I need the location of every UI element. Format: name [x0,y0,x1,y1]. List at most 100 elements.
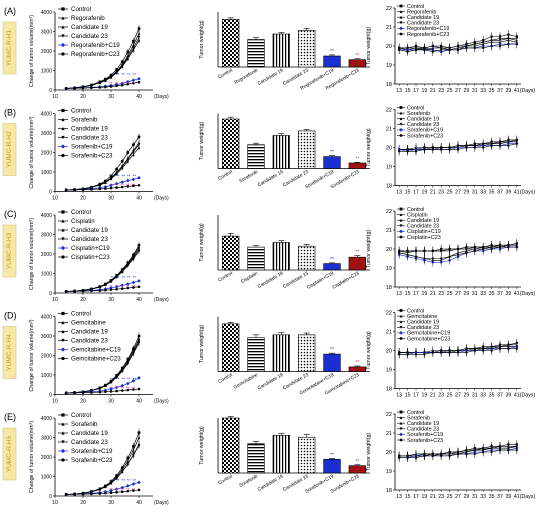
vol-y-tick-label: 3000 [41,131,52,137]
vol-point [115,389,118,393]
vol-sig-mark: ** [127,72,131,77]
vol-point [126,178,130,183]
weight-x-tick-label: 41 [514,88,520,94]
weight-point [507,246,510,249]
legend-marker [399,32,403,36]
vol-point [137,387,141,391]
weight-x-tick-label: 25 [447,190,453,196]
bar-sig-mark: ** [330,347,334,353]
vol-x-tick-label: 10 [52,94,58,100]
vol-y-tick-label: 3000 [41,436,52,442]
legend-entry: Candidate 19 [407,421,439,427]
weight-x-tick-label: 17 [413,494,419,500]
weight-x-tick-label: 35 [489,190,495,196]
vol-point [103,388,108,393]
vol-x-tick-label: 30 [108,94,114,100]
model-label-box [2,224,17,278]
bar-category-label: Control [217,169,233,182]
vol-sig-mark: ** [132,183,136,188]
weight-x-tick-label: 23 [438,291,444,297]
vol-sig-mark: ** [126,487,130,492]
weight-y-tick-label: 20 [386,247,392,253]
vol-point [109,286,113,290]
vol-sig-mark: ** [126,81,130,86]
bar [272,334,290,372]
vol-point [104,491,107,495]
weight-y-tick-label: 20 [386,146,392,152]
weight-point [448,48,451,51]
legend-marker [399,10,403,13]
weight-point [440,351,443,354]
vol-sig-mark: ** [133,275,137,280]
vol-point [126,362,130,365]
legend-marker [399,320,403,324]
legend-marker [61,413,65,417]
legend-entry: Gemcitabine+C23 [71,356,121,363]
weight-point [473,146,476,149]
vol-point [137,444,141,447]
vol-point [98,289,102,292]
weight-x-tick-label: 33 [480,494,486,500]
vol-sig-mark: ** [120,487,124,492]
vol-point [132,286,135,289]
panel-row-1: (A) YUMC-R-H1 0 1000 2000 3000 4000 10 20 30 40 (Da… [2,4,535,100]
vol-point [104,78,107,82]
bar-category-label: Candidate 19 [257,473,285,493]
bar-y-label: Tumor weight(g) [199,20,205,59]
legend-entry: Candidate 23 [71,439,108,446]
weight-point [490,44,493,48]
vol-series-line [66,37,140,89]
vol-point [137,176,141,180]
weight-point [515,43,518,46]
vol-y-label: Change of tumor volume(mm³) [29,116,35,188]
vol-point [104,85,107,89]
vol-point [132,39,135,43]
weight-x-label: (Days) [520,494,536,500]
weight-x-label: (Days) [520,393,536,399]
vol-point [64,391,68,395]
vol-point [120,287,124,290]
weight-point [423,48,426,51]
vol-point [109,381,113,384]
vol-sig-mark: ** [121,377,125,382]
legend-marker [60,245,66,251]
vol-y-tick-label: 4000 [41,416,52,422]
weight-point [507,347,510,350]
legend-marker [61,440,65,444]
vol-sig-mark: ** [132,81,136,86]
vol-point [90,188,93,191]
legend-marker [399,325,403,329]
vol-point [137,279,141,283]
weight-point [490,349,493,352]
legend-marker [61,356,65,361]
vol-point [126,484,130,488]
vol-sig-mark: ** [115,81,119,86]
vol-point [126,462,130,466]
vol-point [109,85,113,88]
weight-point [406,150,409,153]
weight-y-label: Tumor weight(g) [366,331,372,370]
vol-point [120,165,124,168]
vol-point [126,456,130,460]
vol-point [98,387,102,390]
vol-point [104,390,107,394]
weight-x-tick-label: 15 [405,494,411,500]
bar-sig-mark: ** [330,452,334,458]
weight-x-tick-label: 37 [497,190,503,196]
weight-point [440,257,443,260]
bar-sig-mark: ** [355,459,359,465]
vol-point [126,151,130,154]
bar-category-label: Candidate 19 [257,67,285,87]
weight-y-tick-label: 22 [386,412,392,418]
vol-point [137,76,141,81]
vol-point [126,388,130,392]
bar-sig-mark: ** [330,149,334,155]
weight-y-label: Tumor weight(g) [366,27,372,66]
vol-sig-mark: ** [110,478,114,483]
vol-point [126,55,130,59]
vol-point [109,288,113,291]
weight-x-tick-label: 39 [506,190,512,196]
vol-sig-mark: ** [133,174,137,179]
panel-label: (E) [4,412,16,422]
